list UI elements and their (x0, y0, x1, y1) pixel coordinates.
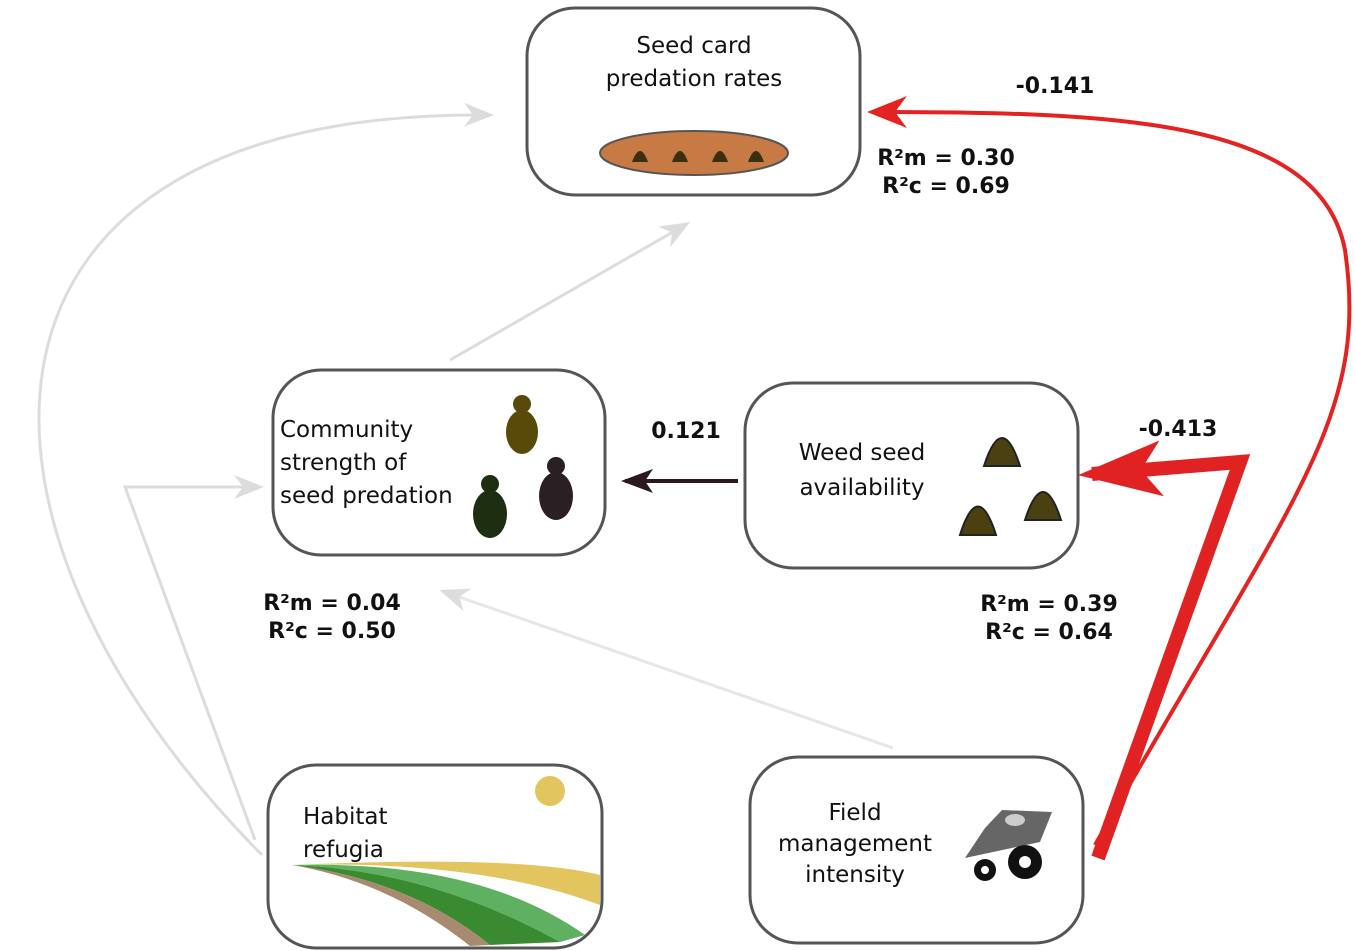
seed-card-icon (599, 130, 789, 176)
node-label: availability (799, 475, 924, 501)
node-box (748, 755, 1085, 945)
texts: Seed card predation rates Community strengt… (263, 33, 1217, 888)
edge-label: 0.121 (651, 419, 721, 444)
edge-label: -0.141 (1016, 74, 1095, 99)
node-label: refugia (303, 837, 384, 863)
tractor-icon (965, 810, 1052, 881)
edge-habitat-seedcard (37, 102, 494, 857)
edges (37, 96, 1352, 861)
stat-label: R²c = 0.64 (985, 620, 1113, 645)
weed-seed-icons (958, 437, 1063, 536)
edge-community-seedcard (449, 222, 691, 362)
stat-label: R²m = 0.39 (980, 592, 1118, 617)
node-label: seed predation (280, 483, 453, 509)
stat-label: R²m = 0.30 (877, 146, 1015, 171)
edge-field-seedcard (867, 96, 1352, 846)
edge-label: -0.413 (1139, 417, 1218, 442)
edge-field-community (439, 588, 894, 750)
edge-habitat-community (122, 475, 264, 841)
node-label: Weed seed (799, 440, 926, 466)
stat-label: R²c = 0.69 (882, 174, 1010, 199)
node-label: intensity (805, 862, 905, 888)
node-label: predation rates (606, 66, 782, 92)
node-box (743, 381, 1080, 570)
edge-field-weed (1078, 440, 1251, 861)
node-label: Field (828, 800, 881, 826)
habitat-icon (292, 776, 600, 946)
node-label: Seed card (636, 33, 751, 59)
stat-label: R²m = 0.04 (263, 591, 401, 616)
node-label: Community (280, 417, 413, 443)
beetle-icons (473, 395, 573, 538)
node-label: strength of (280, 450, 407, 476)
node-label: management (778, 831, 932, 857)
stat-label: R²c = 0.50 (268, 619, 396, 644)
node-label: Habitat (303, 804, 388, 830)
